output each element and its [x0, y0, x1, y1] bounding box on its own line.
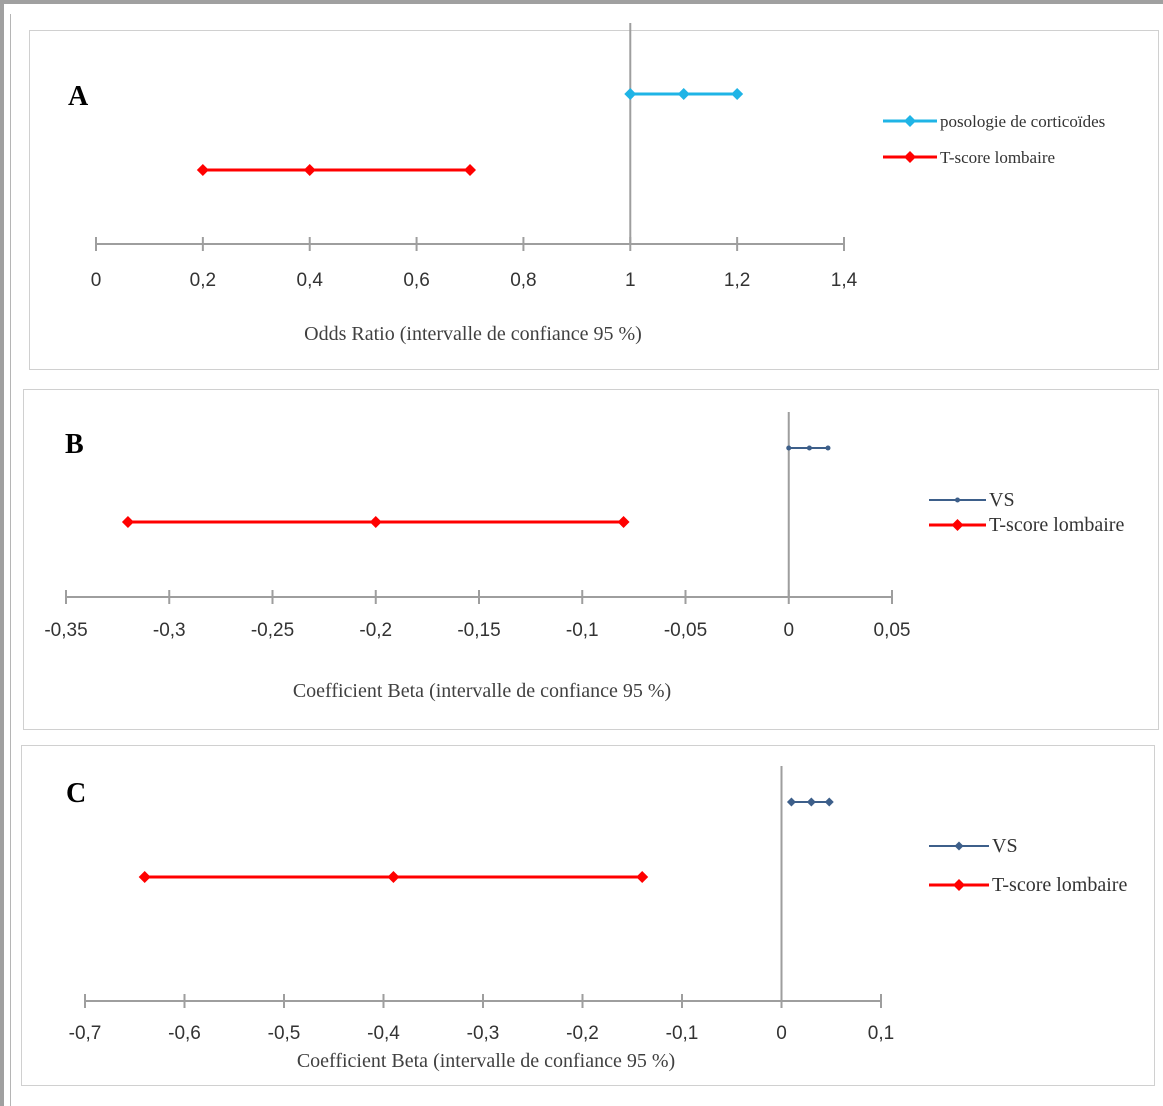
x-axis-title: Coefficient Beta (intervalle de confianc…: [293, 680, 671, 702]
x-tick-label: 1,4: [831, 270, 858, 291]
data-point: [786, 797, 796, 807]
x-tick-label: 0,2: [190, 270, 216, 291]
x-tick-label: 0,4: [297, 270, 324, 291]
data-point: [731, 88, 744, 100]
data-point: [121, 516, 134, 528]
x-tick-label: 0,8: [510, 270, 536, 291]
data-point: [303, 164, 316, 176]
data-point: [636, 871, 649, 883]
legend-marker: [954, 841, 964, 851]
panel-b: B -0,35 -0,3 -0,25 -0,2 -0,15 -0,1 -0,05 0 0,05 Co…: [23, 389, 1159, 730]
x-tick-label: -0,25: [251, 620, 294, 641]
x-tick-label: -0,3: [467, 1023, 500, 1044]
x-tick-label: -0,4: [367, 1023, 400, 1044]
chart-b: B -0,35 -0,3 -0,25 -0,2 -0,15 -0,1 -0,05 0 0,05 Co…: [44, 412, 1124, 702]
x-tick-label: 0,1: [868, 1023, 894, 1044]
legend-marker: [904, 115, 916, 127]
x-tick-label: -0,2: [566, 1023, 599, 1044]
panel-letter: A: [68, 81, 89, 112]
data-point: [196, 164, 209, 176]
x-tick-label: -0,15: [457, 620, 500, 641]
chart-c: C -0,7 -0,6 -0,5 -0,4 -0,3 -0,2 -0,1 0 0,1 Coeffic…: [66, 766, 1127, 1072]
data-point: [624, 88, 637, 100]
data-point: [786, 445, 792, 451]
x-tick-label: 0: [91, 270, 102, 291]
x-tick-label: -0,05: [664, 620, 707, 641]
x-tick-label: -0,3: [153, 620, 186, 641]
legend-label: T-score lombaire: [940, 148, 1055, 167]
x-tick-label: -0,1: [666, 1023, 699, 1044]
data-point: [677, 88, 690, 100]
legend-marker: [953, 879, 965, 891]
x-tick-label: 0,6: [403, 270, 429, 291]
x-tick-label: 1: [625, 270, 636, 291]
x-tick-label: -0,35: [44, 620, 87, 641]
panel-a: A 0 0,2 0,4 0,6 0,8 1 1,2 1,4 Odds Ratio (interva…: [29, 23, 1159, 370]
chart-a: A 0 0,2 0,4 0,6 0,8 1 1,2 1,4 Odds Ratio (interva…: [68, 23, 1105, 345]
data-point: [806, 445, 812, 451]
x-tick-label: 0: [776, 1023, 787, 1044]
x-tick-label: -0,7: [69, 1023, 102, 1044]
x-tick-label: -0,6: [168, 1023, 201, 1044]
data-point: [138, 871, 151, 883]
legend-label: VS: [989, 489, 1015, 511]
panel-letter: C: [66, 778, 86, 809]
data-point: [825, 445, 831, 451]
x-tick-label: -0,5: [268, 1023, 301, 1044]
legend-marker: [904, 151, 916, 163]
data-point: [617, 516, 630, 528]
data-point: [464, 164, 476, 176]
legend-label: VS: [992, 835, 1018, 857]
data-point: [824, 797, 834, 807]
x-tick-label: 1,2: [724, 270, 750, 291]
legend-marker: [951, 519, 964, 531]
data-point: [387, 871, 400, 883]
frame-inner-edge: [10, 14, 11, 1106]
x-axis-title: Odds Ratio (intervalle de confiance 95 %…: [304, 323, 642, 345]
legend-label: T-score lombaire: [989, 514, 1124, 536]
panel-letter: B: [65, 429, 84, 460]
x-axis-title: Coefficient Beta (intervalle de confianc…: [297, 1050, 675, 1072]
x-tick-label: 0: [783, 620, 794, 641]
data-point: [806, 797, 816, 807]
panel-c: C -0,7 -0,6 -0,5 -0,4 -0,3 -0,2 -0,1 0 0,1 Coeffic…: [21, 745, 1155, 1086]
x-tick-label: -0,1: [566, 620, 599, 641]
legend-marker: [955, 497, 960, 503]
x-tick-label: -0,2: [359, 620, 392, 641]
data-point: [369, 516, 382, 528]
legend-label: posologie de corticoïdes: [940, 112, 1105, 131]
x-tick-label: 0,05: [874, 620, 911, 641]
legend-label: T-score lombaire: [992, 874, 1127, 896]
